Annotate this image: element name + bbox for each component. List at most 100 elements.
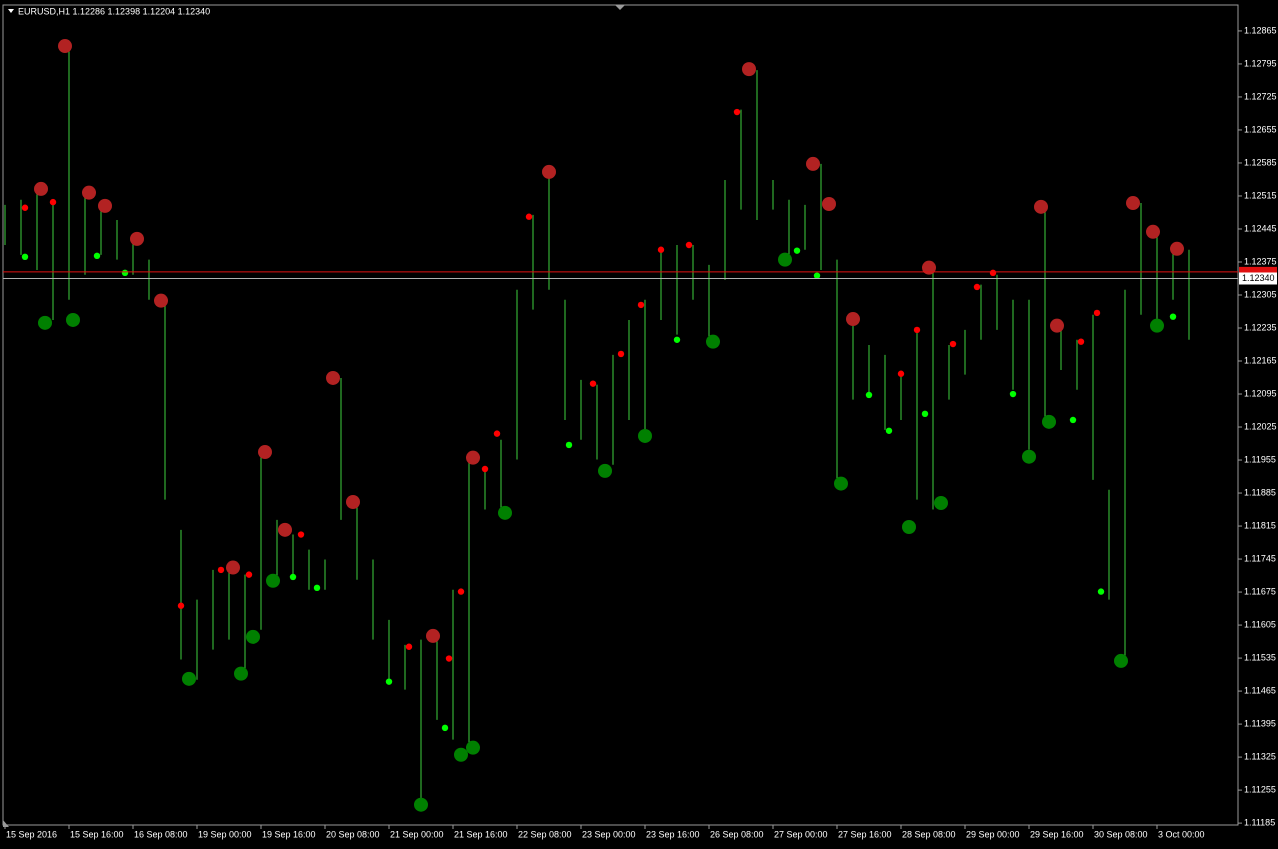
fractal-marker: [1126, 196, 1140, 211]
y-tick-label: 1.12655: [1244, 124, 1277, 134]
fractal-marker: [793, 247, 801, 254]
y-tick-label: 1.11745: [1244, 553, 1276, 563]
fractal-marker: [637, 301, 645, 309]
y-tick-label: 1.12515: [1244, 190, 1277, 200]
fractal-marker: [922, 260, 936, 275]
fractal-marker: [673, 336, 681, 343]
y-tick-label: 1.11325: [1244, 751, 1276, 761]
fractal-marker: [441, 724, 449, 732]
y-tick-label: 1.11465: [1244, 685, 1276, 695]
fractal-marker: [182, 671, 196, 686]
fractal-marker: [989, 269, 997, 277]
x-tick-label: 21 Sep 16:00: [454, 829, 508, 839]
bid-label: 1.12340: [1242, 273, 1275, 283]
x-tick-label: 16 Sep 08:00: [134, 829, 188, 839]
fractal-marker: [326, 370, 340, 385]
shift-marker: [615, 5, 625, 10]
fractal-marker: [897, 370, 905, 377]
fractal-marker: [589, 380, 597, 387]
fractal-marker: [466, 740, 480, 755]
fractal-marker: [245, 571, 253, 578]
x-tick-label: 26 Sep 08:00: [710, 829, 764, 839]
fractal-marker: [313, 584, 321, 592]
fractal-marker: [82, 185, 96, 200]
fractal-marker: [226, 560, 240, 575]
x-tick-label: 29 Sep 00:00: [966, 829, 1020, 839]
fractal-marker: [1077, 338, 1085, 345]
fractal-marker: [806, 156, 820, 171]
fractal-marker: [385, 678, 393, 685]
fractal-marker: [58, 39, 72, 54]
fractal-marker: [1150, 318, 1164, 333]
fractal-marker: [834, 476, 848, 491]
fractal-marker: [93, 252, 101, 260]
fractal-marker: [289, 573, 297, 581]
fractal-marker: [34, 181, 48, 196]
fractal-marker: [934, 495, 948, 510]
fractal-marker: [617, 350, 625, 358]
fractal-marker: [445, 655, 453, 662]
plot-area: [4, 39, 1190, 812]
fractal-marker: [1097, 588, 1105, 595]
fractal-marker: [66, 312, 80, 327]
fractal-marker: [1069, 416, 1077, 424]
fractal-marker: [1042, 414, 1056, 429]
fractal-marker: [846, 312, 860, 327]
fractal-marker: [885, 427, 893, 434]
fractal-marker: [685, 241, 693, 249]
fractal-marker: [949, 340, 957, 348]
y-tick-label: 1.12375: [1244, 256, 1277, 266]
fractal-marker: [98, 198, 112, 213]
fractal-marker: [1093, 309, 1101, 317]
fractal-marker: [525, 213, 533, 220]
fractal-marker: [733, 108, 741, 116]
fractal-marker: [454, 747, 468, 762]
header-arrow[interactable]: [8, 9, 14, 13]
y-tick-label: 1.11885: [1244, 487, 1276, 497]
fractal-marker: [813, 272, 821, 279]
y-tick-label: 1.12725: [1244, 91, 1277, 101]
fractal-marker: [778, 252, 792, 267]
fractal-marker: [1169, 313, 1177, 320]
y-tick-label: 1.12025: [1244, 421, 1277, 431]
fractal-marker: [598, 463, 612, 478]
x-tick-label: 27 Sep 00:00: [774, 829, 828, 839]
fractal-marker: [822, 196, 836, 211]
y-tick-label: 1.12095: [1244, 388, 1277, 398]
y-tick-label: 1.12305: [1244, 289, 1277, 299]
fractal-marker: [297, 531, 305, 538]
fractal-marker: [1050, 318, 1064, 333]
fractal-marker: [405, 643, 413, 650]
fractal-marker: [346, 494, 360, 509]
x-tick-label: 23 Sep 16:00: [646, 829, 700, 839]
x-tick-label: 19 Sep 16:00: [262, 829, 316, 839]
fractal-marker: [154, 293, 168, 308]
fractal-marker: [457, 588, 465, 595]
x-tick-label: 28 Sep 08:00: [902, 829, 956, 839]
fractal-marker: [21, 253, 29, 260]
fractal-marker: [493, 430, 501, 437]
fractal-marker: [130, 231, 144, 246]
x-tick-label: 15 Sep 2016: [6, 829, 57, 839]
fractal-marker: [177, 602, 185, 609]
fractal-marker: [21, 204, 29, 211]
fractal-marker: [498, 505, 512, 520]
fractal-marker: [542, 164, 556, 179]
ask-label-box: [1239, 266, 1277, 273]
fractal-marker: [266, 573, 280, 588]
fractal-marker: [706, 334, 720, 349]
fractal-marker: [1009, 390, 1017, 398]
y-tick-label: 1.11535: [1244, 652, 1276, 662]
fractal-marker: [246, 629, 260, 644]
bid-label-box: [1239, 272, 1277, 285]
fractal-marker: [234, 666, 248, 681]
y-tick-label: 1.12585: [1244, 157, 1277, 167]
y-tick-label: 1.11185: [1244, 817, 1275, 827]
fractal-marker: [426, 628, 440, 643]
fractal-marker: [657, 246, 665, 253]
x-tick-label: 3 Oct 00:00: [1158, 829, 1205, 839]
y-tick-label: 1.12445: [1244, 223, 1277, 233]
fractal-marker: [1022, 449, 1036, 464]
